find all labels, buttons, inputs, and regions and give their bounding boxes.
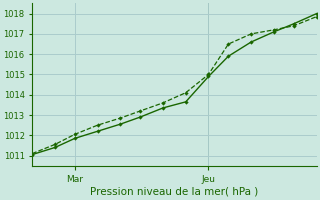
X-axis label: Pression niveau de la mer( hPa ): Pression niveau de la mer( hPa ) [90, 187, 259, 197]
